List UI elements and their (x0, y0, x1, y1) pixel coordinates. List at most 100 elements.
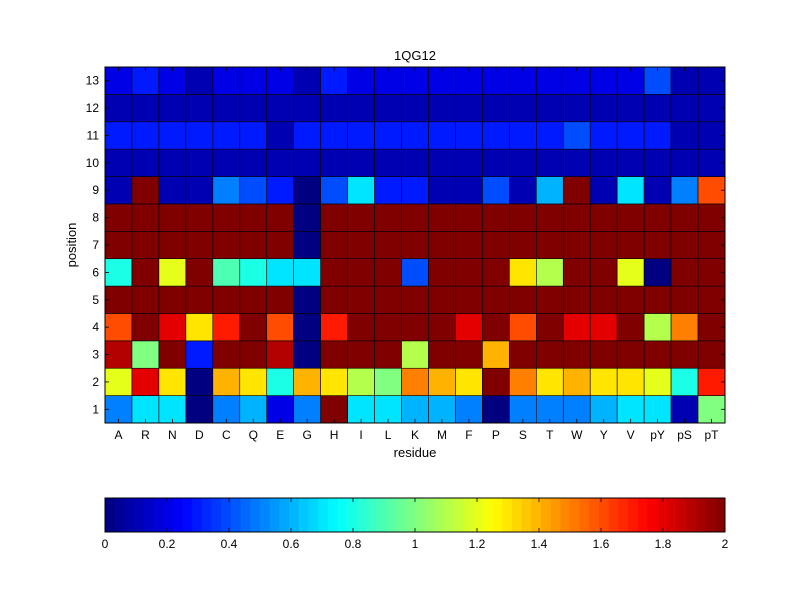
heatmap-cell-K-6 (401, 258, 429, 287)
heatmap-cell-A-8 (104, 203, 133, 232)
heatmap-cell-V-13 (616, 66, 645, 95)
y-tick-label: 3 (92, 348, 99, 362)
x-axis-label: residue (394, 445, 437, 460)
heatmap-cell-D-9 (185, 176, 214, 205)
heatmap-cell-C-7 (212, 231, 241, 259)
heatmap-cell-W-10 (562, 148, 591, 177)
colorbar-band (608, 498, 619, 532)
y-tick-label: 9 (92, 183, 99, 197)
heatmap-cell-R-4 (131, 313, 160, 342)
heatmap-cell-V-10 (616, 148, 645, 177)
heatmap-cell-Q-7 (239, 231, 268, 259)
colorbar-band (124, 498, 135, 532)
heatmap-cell-T-3 (535, 340, 564, 369)
heatmap-cell-pS-10 (670, 148, 699, 177)
heatmap-cell-Y-13 (589, 66, 618, 95)
x-tick-label: V (627, 428, 635, 442)
heatmap-cell-F-10 (455, 148, 483, 177)
heatmap-cell-K-2 (401, 367, 429, 396)
colorbar-band (531, 498, 542, 532)
heatmap-cell-A-2 (104, 367, 133, 396)
heatmap-cell-L-8 (374, 203, 402, 232)
colorbar-tick-label: 1.8 (655, 537, 672, 551)
heatmap-cell-Q-9 (239, 176, 268, 205)
heatmap-cell-Y-11 (589, 121, 618, 150)
heatmap-cell-H-8 (320, 203, 348, 232)
heatmap-cell-C-11 (212, 121, 241, 150)
heatmap-cell-F-3 (455, 340, 483, 369)
heatmap-cell-V-5 (616, 285, 645, 314)
heatmap-cell-T-13 (535, 66, 564, 95)
heatmap-cell-T-12 (535, 94, 564, 123)
heatmap-cell-R-8 (131, 203, 160, 232)
colorbar-tick-label: 1.4 (531, 537, 548, 551)
heatmap-cell-L-3 (374, 340, 402, 369)
heatmap-cell-S-11 (509, 121, 537, 150)
x-tick-label: pT (705, 428, 720, 442)
heatmap-cell-M-3 (428, 340, 456, 369)
heatmap-cell-E-2 (266, 367, 294, 396)
x-tick-label: I (359, 428, 362, 442)
heatmap-cell-S-7 (509, 231, 537, 259)
heatmap-cell-V-12 (616, 94, 645, 123)
y-tick-label: 7 (92, 238, 99, 252)
y-tick-label: 11 (87, 128, 100, 142)
heatmap-cell-Y-4 (589, 313, 618, 342)
heatmap-cell-E-12 (266, 94, 294, 123)
heatmap-cells (104, 66, 726, 424)
heatmap-cell-pY-2 (643, 367, 672, 396)
heatmap-cell-pY-7 (643, 231, 672, 259)
colorbar-bands (105, 498, 726, 532)
heatmap-cell-A-6 (104, 258, 133, 287)
heatmap-cell-R-2 (131, 367, 160, 396)
heatmap-cell-pY-13 (643, 66, 672, 95)
heatmap-cell-A-1 (104, 395, 133, 424)
heatmap-cell-K-5 (401, 285, 429, 314)
heatmap-cell-pT-2 (697, 367, 726, 396)
heatmap-cell-V-1 (616, 395, 645, 424)
colorbar-band (686, 498, 697, 532)
x-tick-label: Q (249, 428, 258, 442)
colorbar-band (434, 498, 445, 532)
heatmap-cell-T-2 (535, 367, 564, 396)
heatmap-cell-N-9 (158, 176, 187, 205)
colorbar-band (240, 498, 251, 532)
heatmap-cell-Q-4 (239, 313, 268, 342)
colorbar-tick-label: 1.2 (469, 537, 486, 551)
heatmap-cell-pY-6 (643, 258, 672, 287)
heatmap-cell-pY-12 (643, 94, 672, 123)
heatmap-cell-P-2 (482, 367, 510, 396)
heatmap-cell-E-8 (266, 203, 294, 232)
heatmap-cell-pS-6 (670, 258, 699, 287)
heatmap-cell-W-13 (562, 66, 591, 95)
heatmap-cell-A-11 (104, 121, 133, 150)
heatmap-cell-I-3 (347, 340, 375, 369)
colorbar-band (337, 498, 348, 532)
heatmap-cell-N-11 (158, 121, 187, 150)
heatmap-cell-D-8 (185, 203, 214, 232)
colorbar-band (143, 498, 154, 532)
heatmap-cell-I-9 (347, 176, 375, 205)
heatmap-cell-T-8 (535, 203, 564, 232)
heatmap-cell-G-13 (293, 66, 321, 95)
heatmap-cell-pS-7 (670, 231, 699, 259)
heatmap-cell-S-9 (509, 176, 537, 205)
colorbar-band (589, 498, 600, 532)
heatmap-cell-P-1 (482, 395, 510, 424)
heatmap-cell-W-2 (562, 367, 591, 396)
heatmap-cell-I-12 (347, 94, 375, 123)
heatmap-cell-C-9 (212, 176, 241, 205)
colorbar-band (318, 498, 329, 532)
heatmap-cell-Y-2 (589, 367, 618, 396)
colorbar-band (201, 498, 212, 532)
x-tick-label: F (465, 428, 472, 442)
heatmap-cell-P-3 (482, 340, 510, 369)
heatmap-cell-pS-2 (670, 367, 699, 396)
heatmap-cell-pT-7 (697, 231, 726, 259)
heatmap-cell-D-7 (185, 231, 214, 259)
heatmap-cell-S-13 (509, 66, 537, 95)
heatmap-cell-Q-6 (239, 258, 268, 287)
colorbar-band (298, 498, 309, 532)
